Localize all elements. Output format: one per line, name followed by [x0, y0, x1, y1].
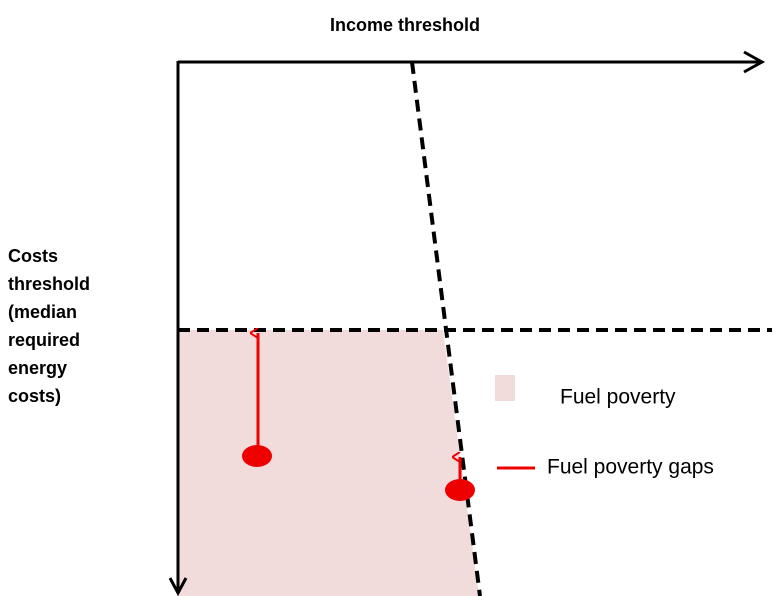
side-label: Costs threshold (median required energy … [8, 246, 90, 406]
x-axis-title: Income threshold [330, 15, 480, 35]
household-dot [445, 479, 475, 501]
side-label-line: (median [8, 302, 77, 322]
legend-swatch [495, 375, 515, 401]
y-axis-arrowhead [168, 577, 188, 596]
side-label-line: costs) [8, 386, 61, 406]
side-label-line: energy [8, 358, 67, 378]
side-label-line: Costs [8, 246, 58, 266]
legend-label: Fuel poverty gaps [547, 456, 714, 479]
household-dot [242, 445, 272, 467]
legend-label: Fuel poverty [560, 386, 676, 409]
side-label-line: threshold [8, 274, 90, 294]
x-axis-arrowhead [743, 50, 766, 74]
side-label-line: required [8, 330, 80, 350]
fuel-poverty-area [178, 330, 479, 596]
